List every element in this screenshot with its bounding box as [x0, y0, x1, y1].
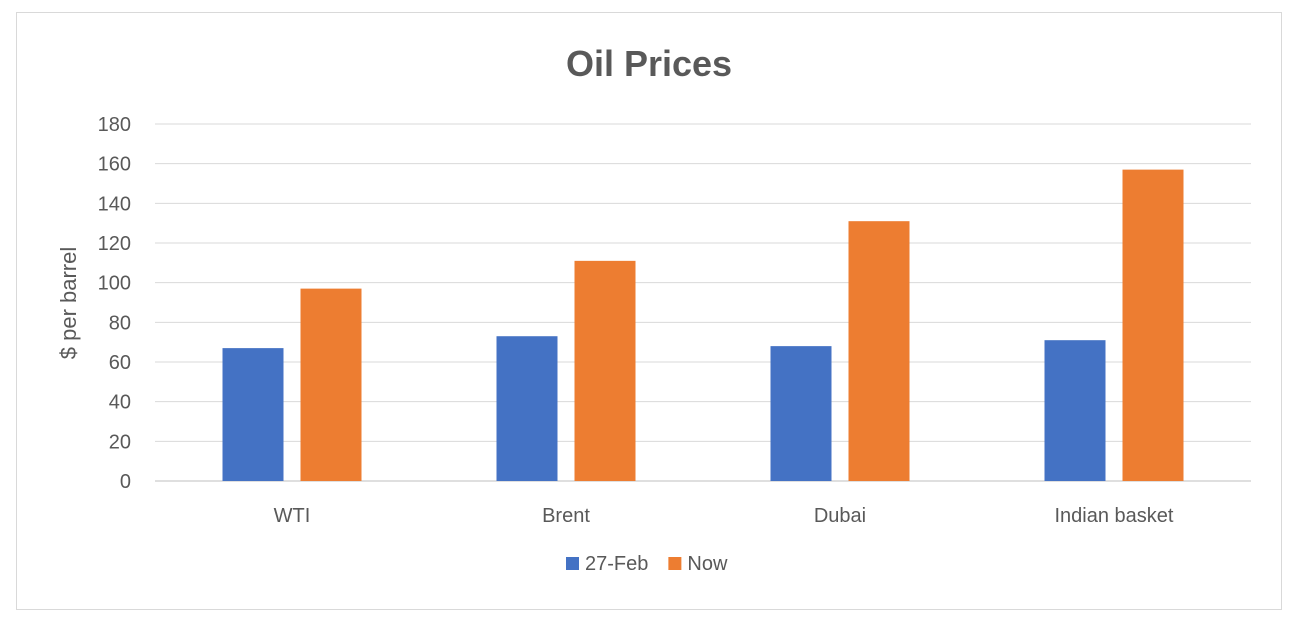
y-tick-label: 40 [109, 392, 131, 414]
y-tick-label: 100 [98, 273, 131, 295]
y-tick-label: 0 [120, 471, 131, 493]
bar-now-dubai [848, 221, 910, 481]
legend-swatch [668, 557, 682, 570]
legend-swatch [566, 557, 579, 570]
legend-label: 27-Feb [585, 553, 648, 575]
chart-title: Oil Prices [566, 43, 732, 84]
bar-now-brent [574, 260, 636, 481]
y-tick-labels: 0 20 40 60 80 100 120 140 160 180 [98, 114, 131, 493]
y-tick-label: 120 [98, 233, 131, 255]
y-tick-label: 180 [98, 114, 131, 136]
x-tick-label: WTI [274, 505, 311, 527]
bars [222, 169, 1184, 481]
legend: 27-Feb Now [566, 553, 728, 575]
bar-27-feb-indian-basket [1044, 340, 1106, 481]
chart-frame [16, 12, 1282, 610]
bar-now-indian-basket [1122, 169, 1184, 481]
x-tick-label: Dubai [814, 505, 866, 527]
y-tick-label: 80 [109, 312, 131, 334]
y-tick-label: 140 [98, 193, 131, 215]
legend-label: Now [687, 553, 728, 575]
y-axis-title: $ per barrel [56, 247, 81, 360]
bar-now-wti [300, 288, 362, 481]
bar-27-feb-wti [222, 348, 284, 481]
x-tick-label: Brent [542, 505, 590, 527]
x-tick-label: Indian basket [1055, 505, 1174, 527]
y-tick-label: 160 [98, 154, 131, 176]
y-tick-label: 60 [109, 352, 131, 374]
bar-27-feb-brent [496, 336, 558, 481]
y-tick-label: 20 [109, 431, 131, 453]
bar-27-feb-dubai [770, 346, 832, 481]
x-tick-labels: WTI Brent Dubai Indian basket [274, 505, 1174, 527]
